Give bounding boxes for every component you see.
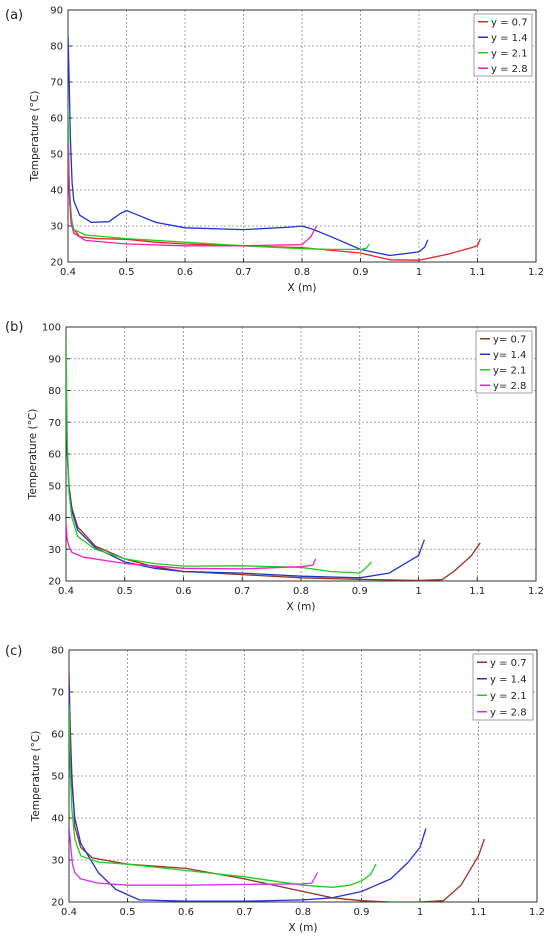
x-tick-label: 0.4 (60, 267, 76, 278)
series-line-4 (68, 143, 318, 247)
x-tick-label: 1.2 (528, 267, 544, 278)
y-tick-label: 80 (51, 646, 64, 657)
x-tick-label: 0.7 (236, 267, 252, 278)
x-tick-label: 0.5 (117, 586, 133, 597)
legend-label: y = 2.1 (491, 48, 528, 59)
y-tick-label: 80 (48, 386, 61, 397)
x-tick-label: 0.8 (293, 586, 309, 597)
x-tick-label: 1 (416, 267, 422, 278)
legend-box (472, 653, 534, 721)
y-tick-label: 70 (48, 418, 61, 429)
plot-area (66, 327, 536, 581)
legend: y= 0.7 y= 1.4 y= 2.1 y= 2.8 (475, 330, 533, 394)
y-tick-label: 60 (51, 730, 64, 741)
legend-label: y= 1.4 (493, 350, 526, 361)
series-line-3 (68, 107, 370, 251)
x-tick-label: 0.8 (295, 907, 311, 918)
y-axis-label: Temperature (°C) (30, 731, 42, 823)
panel-label: (c) (5, 644, 22, 659)
legend-label: y = 2.8 (491, 64, 528, 75)
chart-panel-3: 0.4 0.5 0.6 0.7 0.8 0.9 1 1.1 1.2 20 30 40 50 60 70 80 X… (5, 644, 545, 934)
y-tick-label: 40 (50, 186, 63, 197)
legend-label: y= 2.1 (493, 365, 526, 376)
y-tick-label: 90 (48, 354, 61, 365)
x-tick-label: 1.2 (528, 586, 544, 597)
y-tick-label: 50 (50, 150, 63, 161)
y-axis-label: Temperature (°C) (27, 409, 39, 501)
x-tick-label: 0.5 (120, 907, 136, 918)
x-tick-label: 0.6 (178, 907, 194, 918)
y-tick-label: 60 (50, 114, 63, 125)
x-tick-label: 0.6 (177, 267, 193, 278)
legend-box (473, 13, 533, 77)
x-tick-label: 1 (417, 907, 423, 918)
x-tick-label: 0.5 (119, 267, 135, 278)
y-tick-label: 60 (48, 450, 61, 461)
x-tick-label: 1.1 (469, 586, 485, 597)
y-tick-label: 20 (51, 898, 64, 909)
x-tick-label: 0.9 (353, 267, 369, 278)
y-tick-label: 20 (48, 577, 61, 588)
series-line-3 (66, 339, 372, 574)
x-axis-label: X (m) (289, 922, 318, 934)
y-tick-label: 30 (50, 222, 63, 233)
y-tick-label: 70 (50, 78, 63, 89)
y-tick-label: 70 (51, 688, 64, 699)
legend-label: y = 2.1 (490, 691, 527, 702)
series-line-4 (66, 523, 317, 570)
x-tick-label: 1.1 (470, 267, 486, 278)
legend-box (475, 330, 533, 394)
y-tick-label: 40 (48, 513, 61, 524)
panel-label: (b) (5, 320, 23, 335)
y-tick-label: 90 (50, 6, 63, 17)
x-tick-label: 1.1 (471, 907, 487, 918)
series-line-3 (69, 704, 377, 888)
x-tick-label: 0.6 (176, 586, 192, 597)
legend-label: y= 2.8 (493, 381, 526, 392)
y-axis-label: Temperature (°C) (29, 91, 41, 183)
y-tick-label: 30 (48, 545, 61, 556)
series-line-4 (69, 826, 319, 886)
x-axis-label: X (m) (287, 601, 316, 613)
legend-label: y = 0.7 (491, 17, 528, 28)
chart-panel-2: 0.4 0.5 0.6 0.7 0.8 0.9 1 1.1 1.2 20 30 40 50 60 70 80 9… (5, 320, 544, 613)
x-axis-label: X (m) (288, 282, 317, 294)
x-tick-label: 0.8 (294, 267, 310, 278)
x-tick-label: 0.9 (354, 907, 370, 918)
legend-label: y = 1.4 (490, 674, 527, 685)
panel-label: (a) (5, 8, 23, 23)
y-tick-label: 80 (50, 42, 63, 53)
x-tick-label: 0.4 (61, 907, 77, 918)
legend-label: y= 0.7 (493, 334, 526, 345)
series-line-2 (68, 35, 429, 257)
legend: y = 0.7 y = 1.4 y = 2.1 y = 2.8 (473, 13, 533, 77)
legend: y = 0.7 y = 1.4 y = 2.1 y = 2.8 (472, 653, 534, 721)
y-tick-label: 20 (50, 258, 63, 269)
y-tick-label: 50 (51, 772, 64, 783)
x-tick-label: 0.7 (234, 586, 250, 597)
legend-label: y = 2.8 (490, 707, 527, 718)
x-tick-label: 0.9 (352, 586, 368, 597)
series-line-2 (69, 683, 427, 902)
legend-label: y = 1.4 (491, 33, 528, 44)
y-tick-label: 40 (51, 814, 64, 825)
y-tick-label: 30 (51, 856, 64, 867)
y-tick-label: 100 (42, 323, 61, 334)
x-tick-label: 0.7 (237, 907, 253, 918)
chart-panel-1: 0.4 0.5 0.6 0.7 0.8 0.9 1 1.1 1.2 20 30 40 50 60 70 80 9… (5, 6, 544, 295)
x-tick-label: 0.4 (58, 586, 74, 597)
legend-label: y = 0.7 (490, 658, 527, 669)
y-tick-label: 50 (48, 481, 61, 492)
x-tick-label: 1 (415, 586, 421, 597)
x-tick-label: 1.2 (529, 907, 545, 918)
series-line-2 (66, 380, 426, 579)
